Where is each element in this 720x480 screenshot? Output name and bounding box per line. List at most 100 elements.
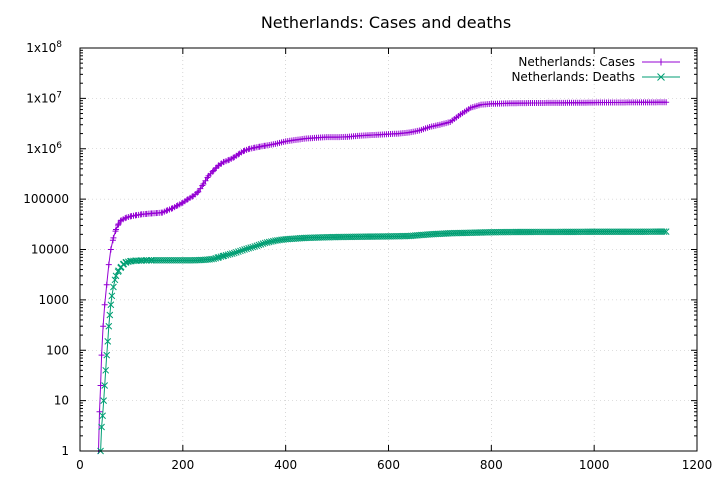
data-point bbox=[202, 177, 209, 184]
data-point bbox=[103, 351, 111, 359]
chart-title: Netherlands: Cases and deaths bbox=[261, 13, 511, 32]
data-point bbox=[112, 272, 120, 280]
series-cases bbox=[95, 99, 670, 454]
data-point bbox=[122, 258, 130, 266]
data-point bbox=[104, 338, 112, 345]
data-point bbox=[222, 251, 230, 259]
legend-marker bbox=[657, 73, 665, 81]
data-point bbox=[212, 165, 219, 172]
data-point bbox=[145, 256, 153, 264]
data-point bbox=[96, 408, 103, 415]
data-point bbox=[115, 267, 122, 275]
data-point bbox=[240, 148, 247, 155]
data-point bbox=[263, 239, 271, 246]
data-point bbox=[210, 255, 218, 263]
legend-marker bbox=[657, 58, 665, 66]
x-tick-label: 200 bbox=[171, 458, 194, 472]
data-point bbox=[102, 366, 110, 374]
data-point bbox=[662, 228, 670, 236]
data-point bbox=[137, 257, 145, 264]
data-point bbox=[189, 193, 196, 200]
data-point bbox=[100, 323, 107, 330]
legend-label: Netherlands: Deaths bbox=[511, 70, 635, 84]
data-point bbox=[235, 248, 242, 255]
data-point bbox=[245, 244, 253, 252]
data-point bbox=[105, 261, 112, 268]
data-point bbox=[215, 253, 223, 261]
data-point bbox=[98, 423, 105, 431]
data-point bbox=[209, 168, 216, 175]
data-point bbox=[232, 248, 240, 256]
data-point bbox=[228, 250, 236, 257]
x-tick-label: 1000 bbox=[579, 458, 610, 472]
y-tick-label: 10000 bbox=[31, 243, 69, 257]
data-point bbox=[251, 243, 259, 250]
data-point bbox=[197, 185, 204, 192]
data-point bbox=[103, 281, 110, 288]
data-point bbox=[230, 154, 237, 161]
data-point bbox=[142, 256, 150, 264]
data-point bbox=[178, 200, 185, 207]
data-point bbox=[115, 221, 122, 228]
data-point bbox=[200, 180, 207, 187]
data-point bbox=[208, 255, 215, 263]
data-point bbox=[237, 247, 244, 255]
y-tick-label: 1x108 bbox=[26, 40, 62, 55]
data-point bbox=[107, 301, 115, 309]
y-tick-label: 100000 bbox=[23, 192, 69, 206]
data-point bbox=[115, 222, 122, 229]
data-point bbox=[111, 276, 119, 284]
grid-layer bbox=[80, 48, 697, 451]
data-point bbox=[110, 283, 117, 291]
y-tick-label: 10 bbox=[54, 394, 69, 408]
data-point bbox=[107, 246, 114, 253]
data-point bbox=[112, 226, 119, 233]
data-point bbox=[98, 352, 105, 359]
data-point bbox=[239, 246, 246, 254]
data-point bbox=[173, 202, 180, 209]
data-point bbox=[261, 239, 269, 247]
data-point bbox=[147, 256, 155, 264]
data-point bbox=[235, 151, 242, 158]
axis-layer: 0 200 400 600 800 1000 1200 1 10 100 1000 10000 1000… bbox=[23, 40, 712, 472]
data-point bbox=[247, 244, 255, 252]
data-point bbox=[110, 234, 117, 241]
data-point bbox=[230, 249, 238, 257]
data-point bbox=[100, 397, 108, 404]
data-point bbox=[241, 246, 248, 253]
x-tick-label: 800 bbox=[480, 458, 503, 472]
data-point bbox=[249, 243, 257, 251]
x-tick-label: 1200 bbox=[682, 458, 713, 472]
y-tick-label: 1 bbox=[61, 444, 69, 458]
data-point bbox=[265, 238, 273, 246]
series-layer bbox=[95, 99, 670, 455]
data-point bbox=[135, 257, 142, 264]
x-tick-label: 600 bbox=[377, 458, 400, 472]
y-tick-label: 100 bbox=[46, 343, 69, 357]
data-point bbox=[224, 251, 232, 259]
data-point bbox=[267, 238, 275, 245]
data-point bbox=[183, 196, 190, 203]
series-deaths bbox=[97, 228, 670, 455]
legend-label: Netherlands: Cases bbox=[518, 55, 635, 69]
y-tick-label: 1x106 bbox=[26, 141, 62, 156]
data-point bbox=[660, 228, 668, 236]
data-point bbox=[257, 240, 265, 248]
data-point bbox=[97, 382, 104, 389]
x-tick-label: 400 bbox=[274, 458, 297, 472]
data-point bbox=[101, 382, 109, 389]
data-point bbox=[259, 240, 267, 247]
data-point bbox=[195, 188, 202, 195]
data-point bbox=[220, 252, 228, 260]
data-point bbox=[243, 245, 250, 253]
data-point bbox=[140, 257, 148, 264]
data-point bbox=[108, 292, 116, 300]
data-point bbox=[105, 322, 113, 330]
data-point bbox=[226, 250, 234, 258]
data-point bbox=[122, 215, 129, 222]
data-point bbox=[253, 242, 261, 250]
y-tick-label: 1x107 bbox=[26, 90, 62, 105]
